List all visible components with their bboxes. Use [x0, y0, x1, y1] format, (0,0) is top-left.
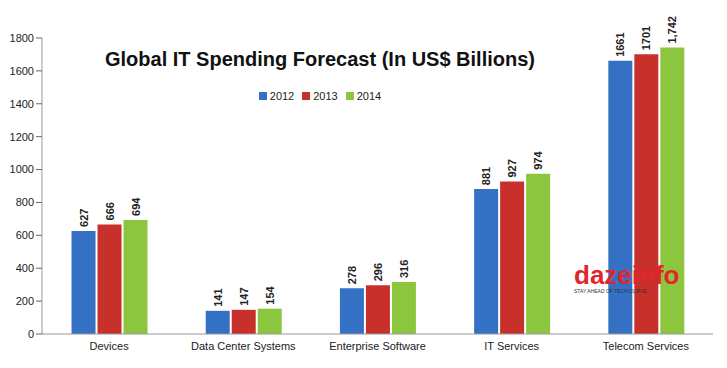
- svg-text:316: 316: [398, 260, 410, 278]
- svg-text:Data Center Systems: Data Center Systems: [191, 340, 296, 352]
- svg-text:694: 694: [130, 197, 142, 216]
- svg-text:881: 881: [480, 167, 492, 185]
- svg-text:1800: 1800: [10, 32, 34, 44]
- svg-text:IT Services: IT Services: [484, 340, 539, 352]
- svg-text:Telecom Services: Telecom Services: [603, 340, 690, 352]
- svg-text:1400: 1400: [10, 98, 34, 110]
- svg-text:1,742: 1,742: [666, 16, 678, 44]
- svg-text:400: 400: [16, 262, 34, 274]
- svg-text:296: 296: [372, 263, 384, 281]
- html-text:dazeinfo: dazeinfo: [574, 260, 680, 290]
- svg-text:141: 141: [212, 288, 224, 306]
- html-text:STAY AHEAD OF TECH CURVE: STAY AHEAD OF TECH CURVE: [574, 288, 647, 294]
- svg-text:974: 974: [532, 151, 544, 170]
- svg-text:1600: 1600: [10, 65, 34, 77]
- svg-text:800: 800: [16, 196, 34, 208]
- svg-text:147: 147: [238, 287, 250, 305]
- html-text:2012: 2012: [269, 90, 295, 102]
- svg-text:200: 200: [16, 295, 34, 307]
- svg-text:1661: 1661: [614, 32, 626, 56]
- svg-text:600: 600: [16, 229, 34, 241]
- svg-text:1701: 1701: [640, 26, 652, 50]
- svg-text:154: 154: [264, 285, 276, 304]
- svg-text:666: 666: [104, 202, 116, 220]
- svg-text:1000: 1000: [10, 163, 34, 175]
- svg-text:Devices: Devices: [90, 340, 130, 352]
- svg-text:Enterprise Software: Enterprise Software: [329, 340, 426, 352]
- svg-text:278: 278: [346, 266, 358, 284]
- svg-text:927: 927: [506, 159, 518, 177]
- html-text:Global IT Spending Forecast (I: Global IT Spending Forecast (In US$ Bill…: [105, 48, 535, 70]
- svg-text:0: 0: [28, 328, 34, 340]
- svg-text:1200: 1200: [10, 131, 34, 143]
- html-text:2013: 2013: [313, 90, 338, 102]
- svg-text:627: 627: [78, 209, 90, 227]
- html-text:2014: 2014: [356, 90, 382, 102]
